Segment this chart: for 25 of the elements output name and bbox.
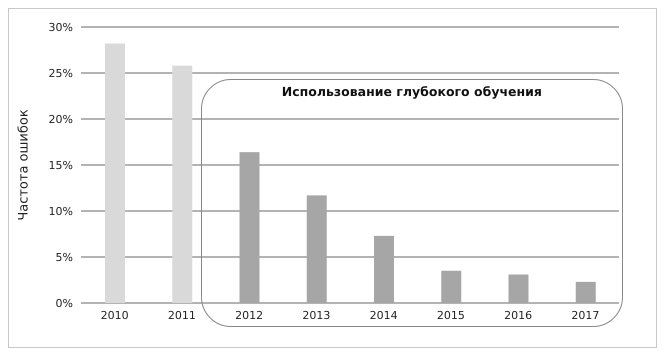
y-tick-label: 5% xyxy=(56,250,73,264)
bar xyxy=(172,66,192,303)
annotation: Использование глубокого обучения xyxy=(280,84,543,100)
bar xyxy=(240,152,260,303)
x-tick-label: 2012 xyxy=(235,308,264,322)
bar xyxy=(374,236,394,303)
bar xyxy=(508,274,528,303)
bar xyxy=(576,282,596,303)
x-tick-label: 2010 xyxy=(100,308,129,322)
x-tick-label: 2013 xyxy=(302,308,330,322)
x-tick-label: 2011 xyxy=(168,308,196,322)
y-tick-label: 0% xyxy=(56,296,73,310)
bar xyxy=(441,270,462,303)
x-tick-label: 2015 xyxy=(436,308,465,322)
y-axis-title: Частота ошибок xyxy=(16,109,32,221)
x-tick-label: 2014 xyxy=(370,308,398,322)
x-tick-label: 2016 xyxy=(504,308,532,322)
bar xyxy=(105,44,125,303)
y-tick-label: 10% xyxy=(48,204,73,218)
y-tick-label: 20% xyxy=(48,112,73,126)
y-tick-label: 15% xyxy=(48,158,73,172)
y-tick-label: 25% xyxy=(48,66,73,80)
bar xyxy=(306,195,327,303)
y-tick-label: 30% xyxy=(48,20,73,34)
x-tick-label: 2017 xyxy=(571,308,600,322)
